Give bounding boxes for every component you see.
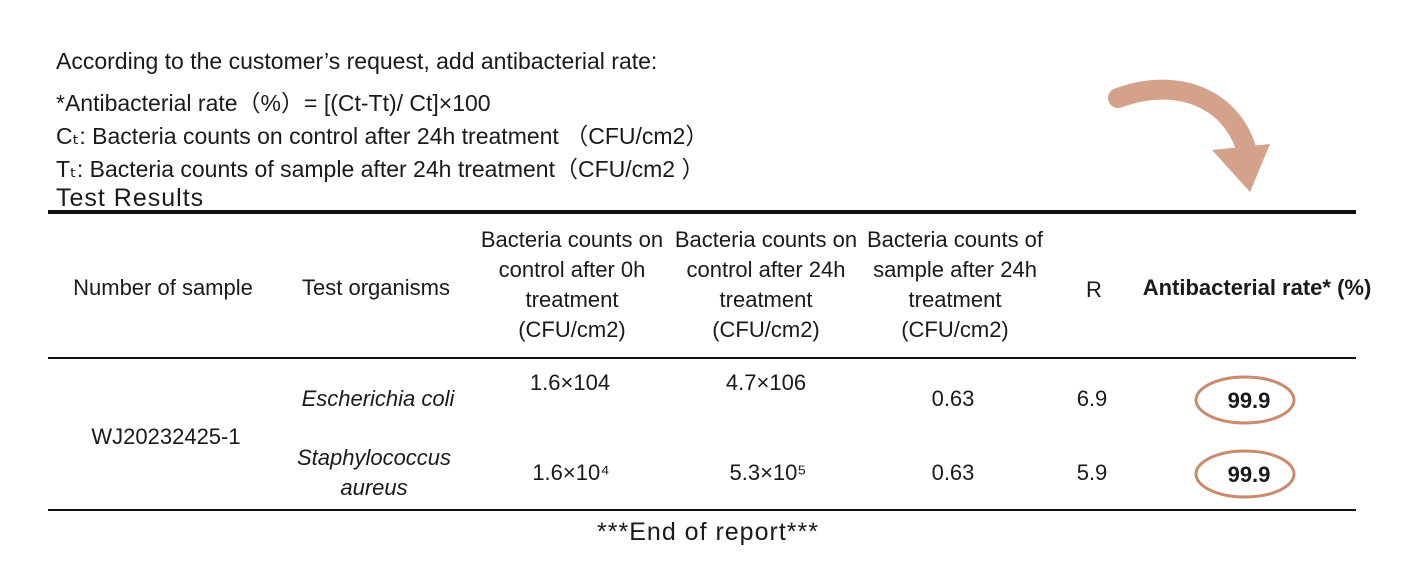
table-cell: 99.9 [1227, 388, 1271, 413]
table-cell: 0.63 [931, 386, 975, 411]
table-cell: 5.9 [1076, 460, 1108, 485]
ellipse [1194, 375, 1296, 425]
header-cell: Bacteria counts on control after 24h tre… [674, 227, 858, 342]
header-cell: R [1086, 277, 1102, 302]
intro-line: *Antibacterial rate（%）= [(Ct-Tt)/ Ct]×10… [56, 90, 491, 116]
header-cell: Bacteria counts on control after 0h trea… [480, 227, 664, 342]
ellipse [1194, 449, 1296, 499]
organism: Escherichia coli [301, 386, 455, 411]
arrow-head [1212, 144, 1270, 192]
highlight-ellipse [1194, 375, 1296, 425]
table-rule [48, 210, 1356, 214]
table-cell: 6.9 [1076, 386, 1108, 411]
sample-id: WJ20232425-1 [91, 424, 241, 449]
organism: Staphylococcus aureus [296, 445, 452, 500]
table-cell: 0.63 [931, 460, 975, 485]
table-cell: 4.7×106 [725, 370, 807, 395]
highlight-ellipse [1194, 449, 1296, 499]
table-rule [48, 357, 1356, 359]
end-note: ***End of report*** [597, 518, 819, 546]
header-cell: Antibacterial rate* (%) [1142, 275, 1372, 300]
header-cell: Bacteria counts of sample after 24h trea… [866, 227, 1044, 342]
header-cell: Test organisms [302, 275, 450, 300]
table-cell: 1.6×10⁴ [532, 460, 610, 485]
header-cell: Number of sample [73, 275, 253, 300]
table-cell: 99.9 [1227, 462, 1271, 487]
table-cell: 1.6×104 [529, 370, 611, 395]
arrow-icon [1108, 79, 1270, 192]
intro-line: Tₜ: Bacteria counts of sample after 24h … [56, 156, 705, 182]
table-cell: 5.3×10⁵ [729, 460, 807, 485]
intro-line: According to the customer’s request, add… [56, 48, 658, 74]
section-title: Test Results [56, 184, 205, 212]
intro-line: Cₜ: Bacteria counts on control after 24h… [56, 123, 709, 149]
table-rule [48, 509, 1356, 511]
arrow-shaft [1108, 79, 1260, 175]
